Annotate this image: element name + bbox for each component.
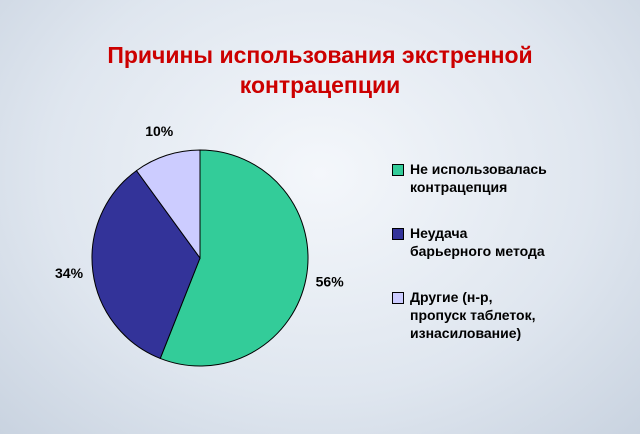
legend-swatch [392, 164, 404, 176]
value-label: 10% [145, 123, 174, 139]
chart-title: Причины использования экстренной контрац… [107, 42, 533, 98]
legend-label: Другие (н-р, пропуск таблеток, изнасилов… [410, 289, 536, 341]
pie-slice [159, 149, 309, 367]
value-label: 56% [316, 273, 345, 289]
legend-entry: Не использовалась контрацепция [392, 160, 552, 196]
legend-swatch [392, 292, 404, 304]
legend-label: Не использовалась контрацепция [410, 161, 547, 195]
legend-entry: Другие (н-р, пропуск таблеток, изнасилов… [392, 288, 552, 342]
value-label: 34% [55, 265, 84, 281]
pie-slice [91, 169, 201, 360]
legend-entry: Неудача барьерного метода [392, 224, 552, 260]
legend-label: Неудача барьерного метода [410, 225, 545, 259]
legend-swatch [392, 228, 404, 240]
pie-slice [135, 149, 201, 260]
